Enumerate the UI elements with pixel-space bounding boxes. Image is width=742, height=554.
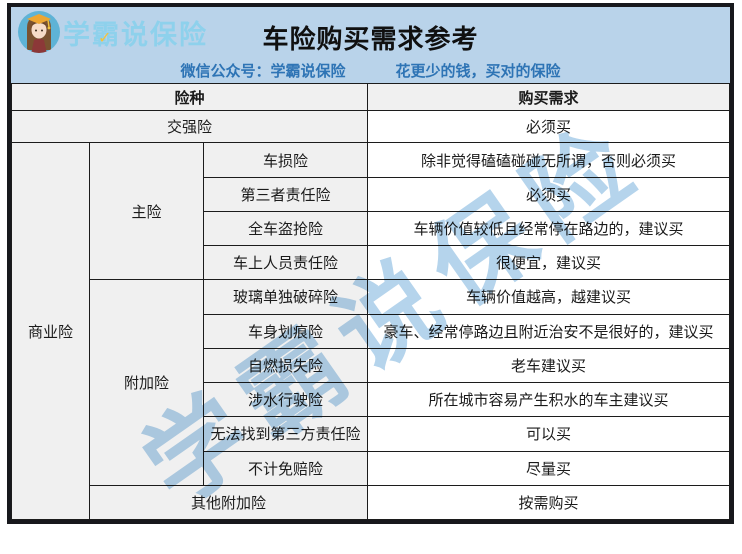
purchase-need-cell: 很便宜，建议买 xyxy=(367,245,730,281)
insurance-table: 险种 购买需求 交强险 必须买 商业险 主险 车损险 除非觉得磕磕碰碰无所谓，否… xyxy=(11,82,730,521)
insurance-name-cell: 交强险 xyxy=(11,110,368,144)
insurance-name-cell: 车身划痕险 xyxy=(203,313,368,349)
purchase-need-cell: 老车建议买 xyxy=(367,347,730,384)
purchase-need-cell: 尽量买 xyxy=(367,450,730,486)
commercial-group-cell: 商业险 xyxy=(11,142,90,520)
insurance-name-cell: 涉水行驶险 xyxy=(203,382,368,418)
insurance-name-cell: 不计免赔险 xyxy=(203,450,368,486)
brand-name: 学霸说保险 xyxy=(63,19,208,50)
insurance-name-cell: 玻璃单独破碎险 xyxy=(203,279,368,315)
insurance-name-cell: 车上人员责任险 xyxy=(203,245,368,281)
brand-logo: 学霸说保险 ✓ xyxy=(17,10,208,54)
table-row: 自燃损失险 老车建议买 xyxy=(12,347,730,384)
table-row-other: 其他附加险 按需购买 xyxy=(12,484,730,521)
purchase-need-cell: 除非觉得磕磕碰碰无所谓，否则必须买 xyxy=(367,142,730,178)
insurance-name-cell: 无法找到第三方责任险 xyxy=(203,416,368,452)
purchase-need-cell: 可以买 xyxy=(367,416,730,452)
insurance-name-cell: 第三者责任险 xyxy=(203,176,368,212)
purchase-need-cell: 车辆价值较低且经常停在路边的，建议买 xyxy=(367,210,730,247)
table-row: 涉水行驶险 所在城市容易产生积水的车主建议买 xyxy=(12,382,730,418)
header-band: 学霸说保险 ✓ 车险购买需求参考 微信公众号：学霸说保险 花更少的钱，买对的保险 xyxy=(11,7,730,83)
main-group-cell: 主险 xyxy=(89,142,204,281)
purchase-need-cell: 必须买 xyxy=(367,176,730,212)
insurance-name-cell: 车损险 xyxy=(203,142,368,178)
table-row: 不计免赔险 尽量买 xyxy=(12,450,730,486)
table-row-compulsory: 交强险 必须买 xyxy=(11,110,730,144)
table-row: 第三者责任险 必须买 xyxy=(12,176,730,212)
checkmark-icon: ✓ xyxy=(98,30,112,47)
table-row: 车身划痕险 豪车、经常停路边且附近治安不是很好的，建议买 xyxy=(12,313,730,349)
table-header-row: 险种 购买需求 xyxy=(11,82,730,112)
page-title: 车险购买需求参考 xyxy=(262,24,479,54)
purchase-need-cell: 豪车、经常停路边且附近治安不是很好的，建议买 xyxy=(367,313,730,349)
header-subtitle-row: 微信公众号：学霸说保险 花更少的钱，买对的保险 xyxy=(11,57,730,83)
column-header-type: 险种 xyxy=(11,82,368,112)
wechat-account-label: 微信公众号：学霸说保险 xyxy=(180,62,346,80)
infographic-frame: 学霸说保险 ✓ 车险购买需求参考 微信公众号：学霸说保险 花更少的钱，买对的保险… xyxy=(7,3,734,525)
purchase-need-cell: 所在城市容易产生积水的车主建议买 xyxy=(367,382,730,418)
insurance-name-cell: 其他附加险 xyxy=(89,484,368,521)
header-top-row: 学霸说保险 ✓ 车险购买需求参考 xyxy=(11,7,730,57)
table-row: 车上人员责任险 很便宜，建议买 xyxy=(12,245,730,281)
purchase-need-cell: 必须买 xyxy=(367,110,730,144)
table-row: 附加险 玻璃单独破碎险 车辆价值越高，越建议买 xyxy=(12,279,730,486)
table-row: 商业险 主险 车损险 除非觉得磕磕碰碰无所谓，否则必须买 xyxy=(11,142,730,520)
insurance-name-cell: 自燃损失险 xyxy=(203,347,368,384)
graduate-girl-avatar-icon xyxy=(18,11,60,53)
additional-group-cell: 附加险 xyxy=(89,279,204,486)
slogan-label: 花更少的钱，买对的保险 xyxy=(395,62,561,80)
table-row: 全车盗抢险 车辆价值较低且经常停在路边的，建议买 xyxy=(12,210,730,247)
purchase-need-cell: 车辆价值越高，越建议买 xyxy=(367,279,730,315)
insurance-name-cell: 全车盗抢险 xyxy=(203,210,368,247)
column-header-need: 购买需求 xyxy=(367,82,730,112)
purchase-need-cell: 按需购买 xyxy=(367,484,730,521)
